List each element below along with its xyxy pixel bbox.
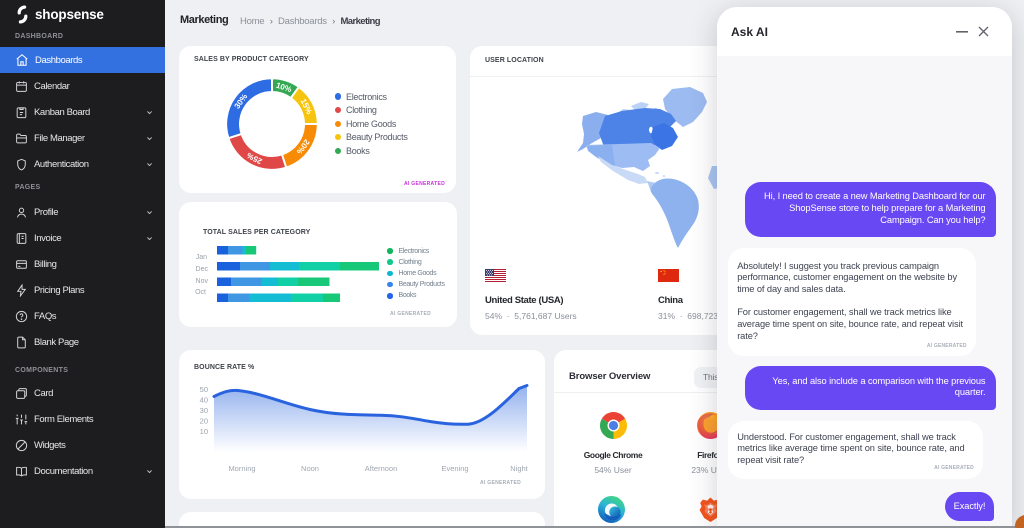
svg-text:40: 40 bbox=[200, 396, 208, 405]
svg-text:Noon: Noon bbox=[301, 464, 319, 473]
svg-text:Dec: Dec bbox=[196, 266, 209, 273]
svg-text:Evening: Evening bbox=[441, 464, 468, 473]
svg-text:Oct: Oct bbox=[195, 289, 206, 296]
svg-text:Morning: Morning bbox=[228, 464, 255, 473]
svg-text:Jan: Jan bbox=[196, 254, 207, 261]
svg-text:Nov: Nov bbox=[196, 278, 209, 285]
svg-text:Afternoon: Afternoon bbox=[365, 464, 398, 473]
svg-text:10: 10 bbox=[200, 427, 208, 436]
svg-text:20: 20 bbox=[200, 417, 208, 426]
svg-text:50: 50 bbox=[200, 385, 208, 394]
svg-text:30: 30 bbox=[200, 406, 208, 415]
svg-text:Night: Night bbox=[510, 464, 528, 473]
